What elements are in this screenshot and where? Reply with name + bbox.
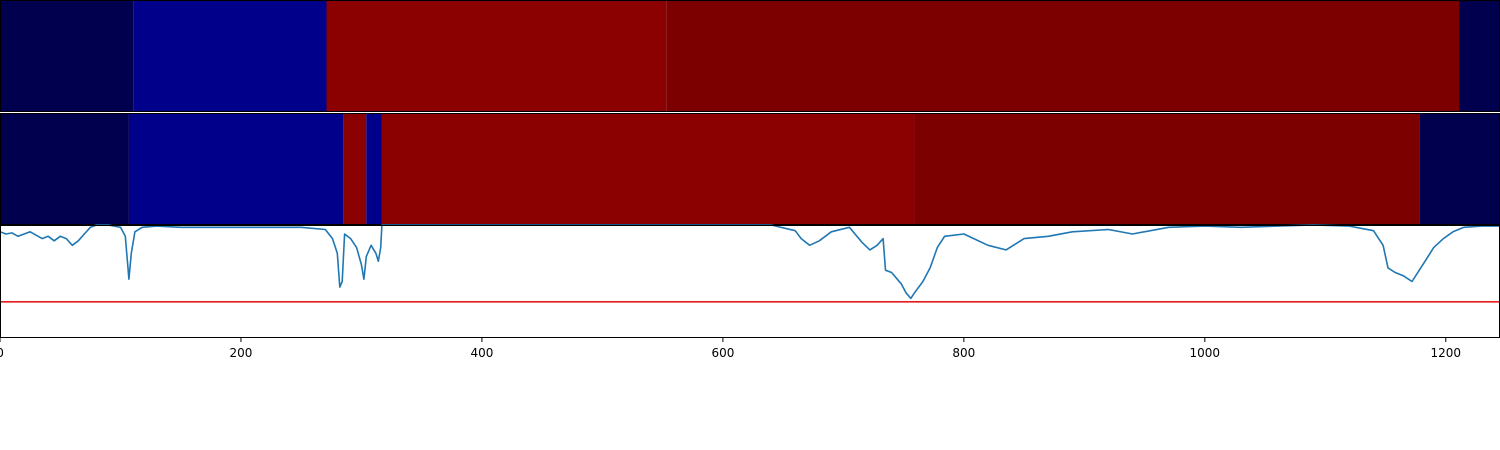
segment-row-1-seg-5	[914, 113, 1420, 225]
x-tick-label-1: 200	[230, 346, 253, 360]
segment-row-0-seg-2	[326, 0, 667, 112]
segment-row-0-seg-1	[133, 0, 327, 112]
segment-row-1-seg-3	[366, 113, 382, 225]
line-panel	[0, 224, 1500, 338]
x-tick-label-6: 1200	[1431, 346, 1462, 360]
x-axis: 0 200 400 600 800 1000 1200	[0, 338, 1461, 360]
x-tick-label-4: 800	[952, 346, 975, 360]
segment-row-bottom	[0, 113, 1500, 225]
line-panel-background	[0, 225, 1500, 338]
segment-row-1-seg-2	[343, 113, 367, 225]
segment-row-1-seg-1	[128, 113, 344, 225]
segment-row-0-seg-3	[666, 0, 1460, 112]
segment-row-top	[0, 0, 1500, 112]
x-tick-label-3: 600	[711, 346, 734, 360]
segment-row-1-seg-0	[0, 113, 129, 225]
segment-row-1-seg-4	[381, 113, 915, 225]
segment-row-0-seg-0	[0, 0, 134, 112]
x-tick-label-5: 1000	[1190, 346, 1221, 360]
x-tick-label-2: 400	[470, 346, 493, 360]
segment-row-1-seg-6	[1419, 113, 1500, 225]
segment-row-0-seg-4	[1459, 0, 1500, 112]
x-tick-label-0: 0	[0, 346, 4, 360]
